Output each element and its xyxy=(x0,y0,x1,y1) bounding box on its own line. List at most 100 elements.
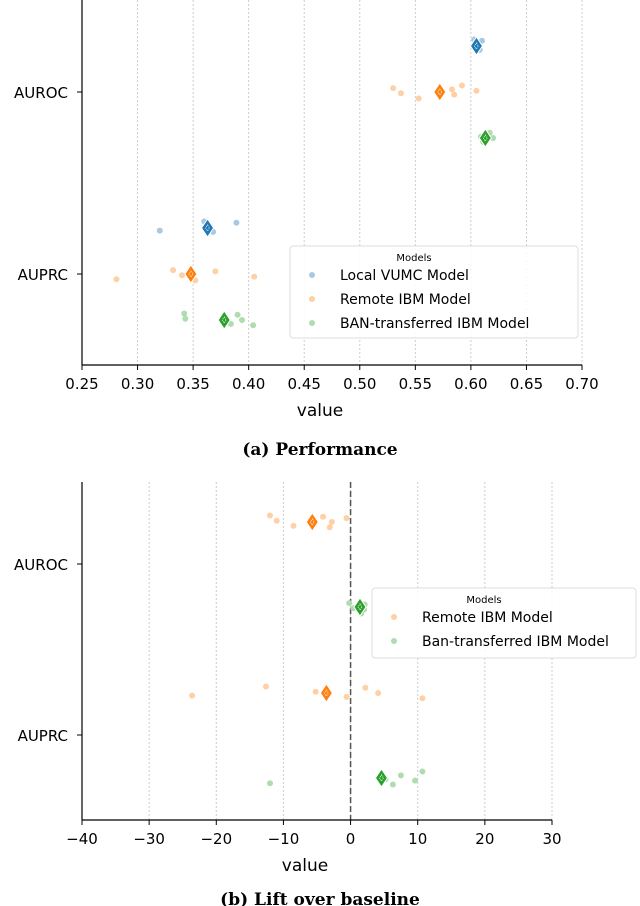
y-tick-label: AUROC xyxy=(14,84,68,102)
figure-caption: (a) Performance xyxy=(242,440,397,460)
data-point xyxy=(362,684,369,691)
mean-marker xyxy=(478,128,492,148)
legend-marker xyxy=(309,320,315,326)
legend-marker xyxy=(309,272,315,278)
mean-marker-inner xyxy=(357,603,363,611)
data-point xyxy=(156,227,163,234)
x-tick-label: 0.50 xyxy=(343,375,376,393)
mean-marker-inner xyxy=(205,224,211,232)
figure-caption: (b) Lift over baseline xyxy=(220,890,420,906)
x-tick-label: 0 xyxy=(346,830,356,848)
data-point xyxy=(189,692,196,699)
x-tick-label: −40 xyxy=(66,830,98,848)
data-point xyxy=(390,85,397,92)
data-point xyxy=(375,690,382,696)
data-point xyxy=(113,276,120,283)
legend-label: Remote IBM Model xyxy=(340,292,471,308)
legend-marker xyxy=(309,296,315,302)
data-point xyxy=(415,95,422,102)
data-point xyxy=(419,695,426,702)
mean-marker xyxy=(319,683,334,703)
mean-marker xyxy=(469,36,484,56)
x-tick-label: 0.55 xyxy=(399,375,432,393)
legend-title: Models xyxy=(396,253,431,264)
data-point xyxy=(182,315,189,322)
data-point xyxy=(346,600,353,607)
x-tick-label: 0.45 xyxy=(288,375,321,393)
data-point xyxy=(397,772,404,779)
legend-marker xyxy=(391,638,397,644)
data-point xyxy=(170,267,177,274)
data-point xyxy=(290,522,297,529)
x-axis-label: value xyxy=(282,856,328,876)
data-point xyxy=(239,317,245,323)
data-point xyxy=(412,777,419,784)
data-point xyxy=(181,310,188,317)
data-point xyxy=(389,781,396,788)
data-point xyxy=(451,91,458,98)
legend-box xyxy=(371,587,637,659)
data-point xyxy=(267,780,273,787)
data-point xyxy=(490,135,497,141)
x-axis-label: value xyxy=(297,401,343,421)
mean-marker xyxy=(217,310,231,330)
data-point xyxy=(459,82,465,89)
data-point xyxy=(473,87,480,94)
data-point xyxy=(419,768,426,775)
x-tick-label: 0.25 xyxy=(65,375,98,393)
data-point xyxy=(343,515,350,522)
data-point xyxy=(250,322,257,329)
mean-marker xyxy=(433,82,447,102)
mean-marker-inner xyxy=(188,270,194,278)
mean-marker xyxy=(353,597,367,617)
data-point xyxy=(328,519,335,525)
mean-marker-inner xyxy=(221,316,227,324)
data-point xyxy=(251,273,258,280)
x-tick-label: 0.65 xyxy=(510,375,543,393)
x-tick-label: −30 xyxy=(133,830,165,848)
data-point xyxy=(320,513,327,520)
x-tick-label: 20 xyxy=(475,830,494,848)
x-tick-label: 0.70 xyxy=(565,375,598,393)
x-tick-label: 0.60 xyxy=(454,375,487,393)
data-point xyxy=(179,272,185,279)
x-tick-label: 0.35 xyxy=(176,375,209,393)
data-point xyxy=(326,524,333,531)
mean-marker-inner xyxy=(323,689,329,697)
legend-box xyxy=(289,245,579,339)
legend-label: Remote IBM Model xyxy=(422,610,553,626)
x-tick-label: −20 xyxy=(200,830,232,848)
y-tick-label: AUPRC xyxy=(18,266,68,284)
data-point xyxy=(397,90,404,97)
x-tick-label: 30 xyxy=(542,830,561,848)
data-point xyxy=(262,683,269,690)
legend-label: Ban-transferred IBM Model xyxy=(422,634,609,650)
data-point xyxy=(449,86,455,93)
mean-marker-inner xyxy=(482,134,488,142)
mean-marker xyxy=(200,218,215,238)
mean-marker-inner xyxy=(378,774,384,782)
x-tick-label: 0.40 xyxy=(232,375,265,393)
mean-marker xyxy=(374,768,389,788)
x-tick-label: 0.30 xyxy=(121,375,154,393)
mean-marker xyxy=(305,512,319,532)
mean-marker-inner xyxy=(437,88,443,96)
mean-marker xyxy=(184,264,198,284)
y-tick-label: AUROC xyxy=(14,556,68,574)
data-point xyxy=(212,268,219,275)
data-point xyxy=(267,512,273,519)
data-point xyxy=(234,311,241,318)
legend-title: Models xyxy=(466,595,501,606)
legend-label: Local VUMC Model xyxy=(340,268,469,284)
legend-label: BAN-transferred IBM Model xyxy=(340,316,529,332)
data-point xyxy=(233,219,240,226)
data-point xyxy=(227,320,234,327)
mean-marker-inner xyxy=(309,518,315,526)
data-point xyxy=(343,693,350,700)
mean-marker-inner xyxy=(473,42,479,50)
data-point xyxy=(312,688,319,695)
y-tick-label: AUPRC xyxy=(18,727,68,745)
x-tick-label: 10 xyxy=(408,830,427,848)
legend-marker xyxy=(391,614,397,620)
